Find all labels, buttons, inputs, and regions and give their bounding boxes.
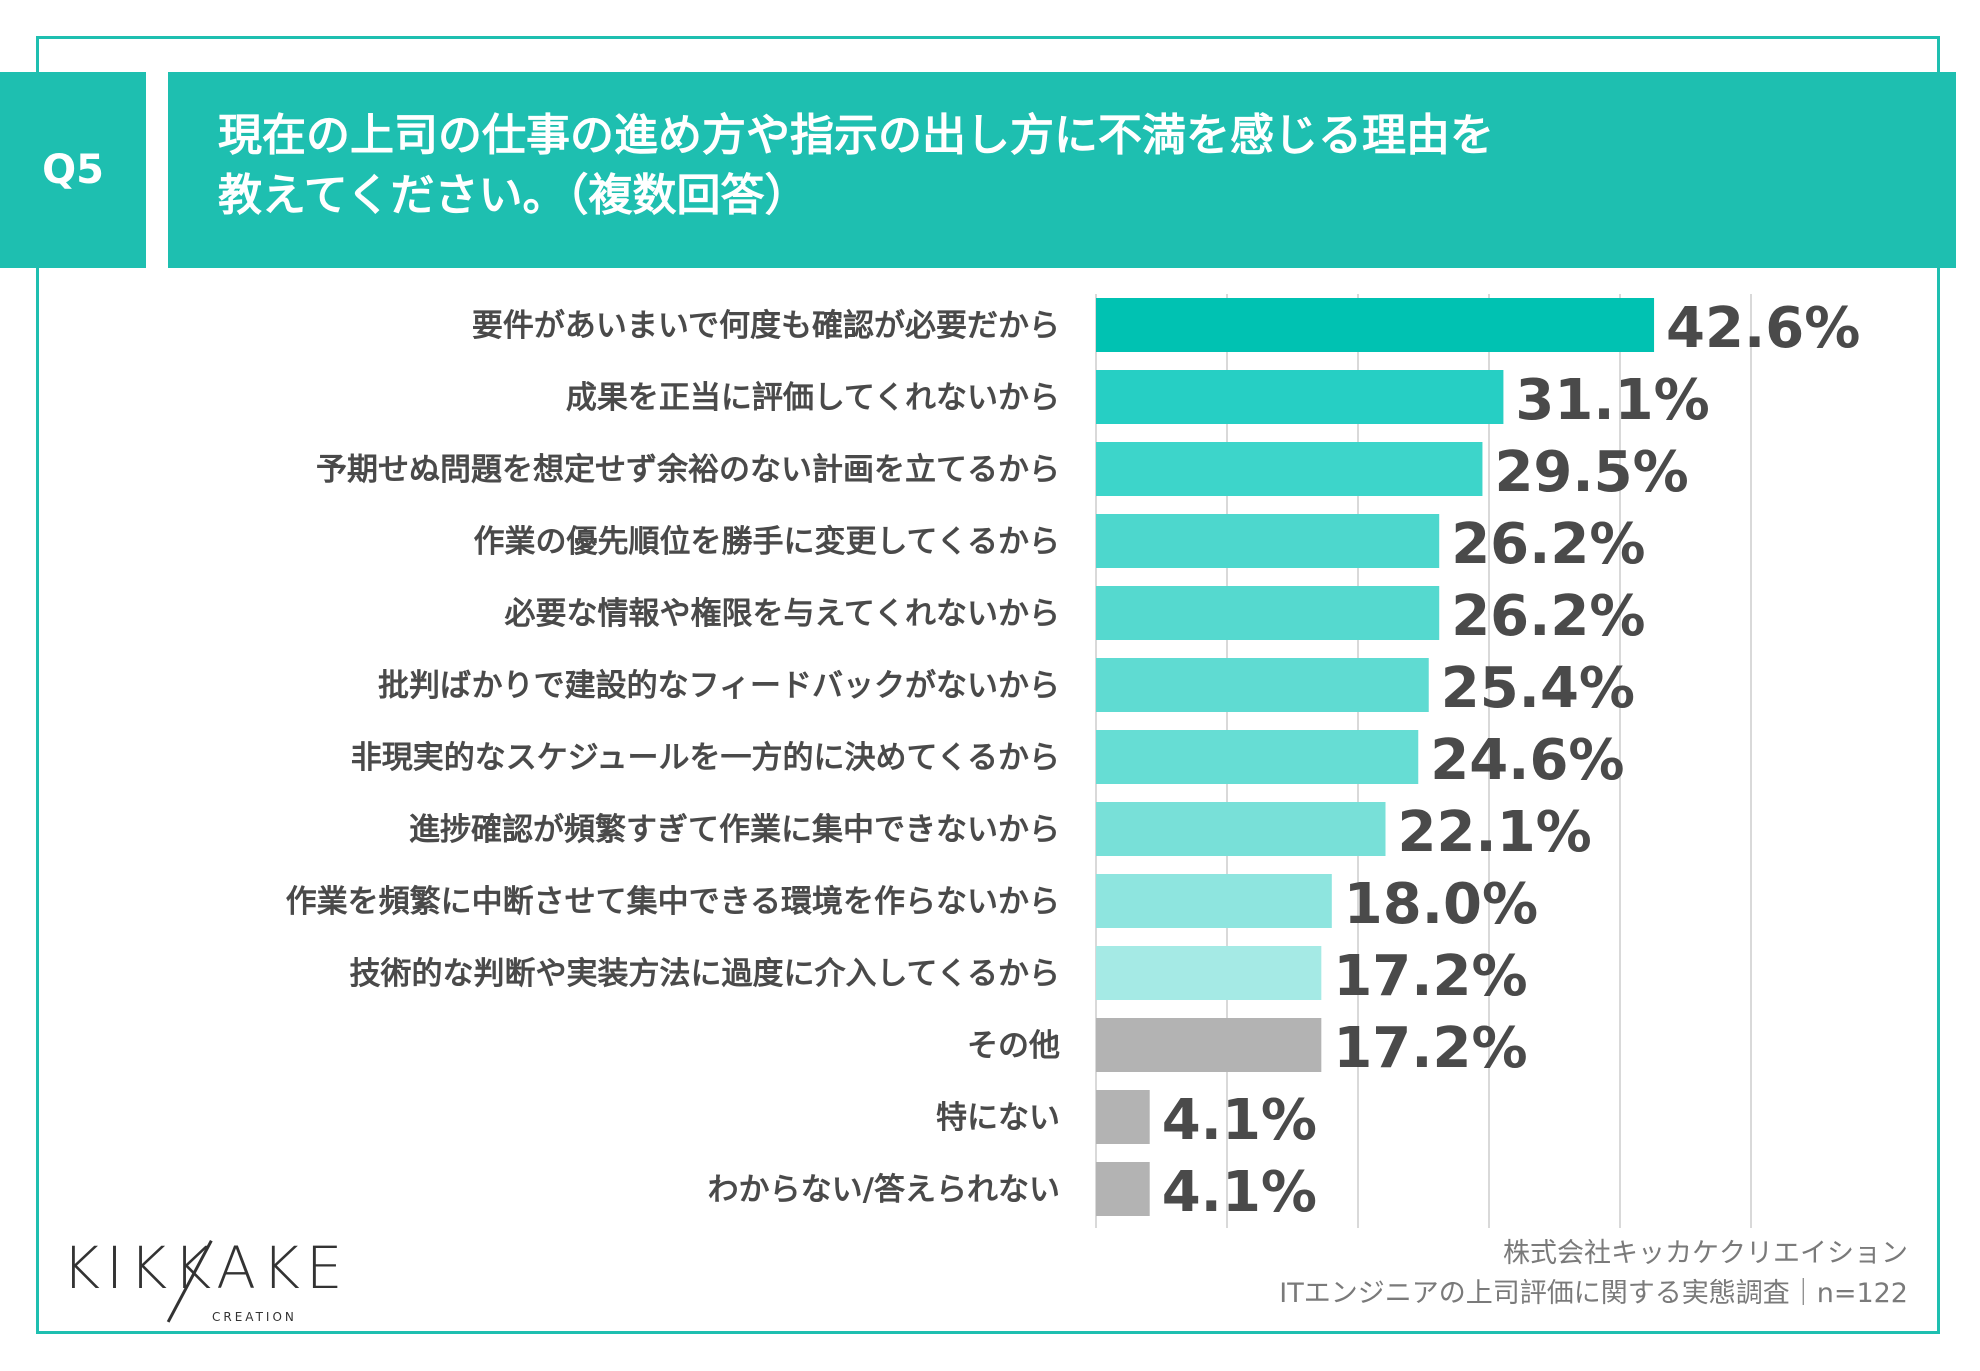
value-label-5: 26.2%	[1451, 584, 1645, 649]
category-label-12: 特にない	[936, 1100, 1060, 1136]
value-label-8: 22.1%	[1398, 800, 1592, 865]
bar-3	[1096, 442, 1483, 496]
category-label-4: 作業の優先順位を勝手に変更してくるから	[473, 524, 1060, 560]
category-label-8: 進捗確認が頻繁すぎて作業に集中できないから	[409, 812, 1060, 848]
bar-7	[1096, 730, 1419, 784]
logo-wordmark: KIKKAKE	[62, 1234, 349, 1302]
source-survey: ITエンジニアの上司評価に関する実態調査｜n=122	[1279, 1278, 1908, 1309]
value-label-4: 26.2%	[1451, 512, 1645, 577]
value-label-6: 25.4%	[1441, 656, 1635, 721]
category-label-7: 非現実的なスケジュールを一方的に決めてくるから	[351, 740, 1060, 776]
value-label-13: 4.1%	[1162, 1160, 1317, 1225]
category-label-13: わからない/答えられない	[708, 1172, 1060, 1208]
logo-subtitle: CREATION	[212, 1310, 297, 1324]
value-label-7: 24.6%	[1430, 728, 1624, 793]
question-title: 現在の上司の仕事の進め方や指示の出し方に不満を感じる理由を 教えてください。（複…	[168, 72, 1956, 268]
bar-5	[1096, 586, 1440, 640]
value-label-9: 18.0%	[1344, 872, 1538, 937]
category-label-5: 必要な情報や権限を与えてくれないから	[504, 596, 1060, 632]
value-label-11: 17.2%	[1333, 1016, 1527, 1081]
category-label-11: その他	[967, 1028, 1060, 1064]
question-title-line-2: 教えてください。（複数回答）	[218, 170, 809, 221]
value-label-10: 17.2%	[1333, 944, 1527, 1009]
outer-frame	[36, 36, 1940, 1334]
source-company: 株式会社キッカケクリエイション	[1503, 1238, 1908, 1269]
value-label-1: 42.6%	[1666, 296, 1860, 361]
bar-10	[1096, 946, 1322, 1000]
bar-13	[1096, 1162, 1150, 1216]
category-label-1: 要件があいまいで何度も確認が必要だから	[472, 308, 1060, 344]
bar-11	[1096, 1018, 1322, 1072]
question-title-line-1: 現在の上司の仕事の進め方や指示の出し方に不満を感じる理由を	[218, 110, 1494, 161]
bar-1	[1096, 298, 1655, 352]
bar-4	[1096, 514, 1440, 568]
bar-12	[1096, 1090, 1150, 1144]
bar-6	[1096, 658, 1429, 712]
category-label-6: 批判ばかりで建設的なフィードバックがないから	[378, 668, 1060, 704]
category-label-2: 成果を正当に評価してくれないから	[566, 380, 1060, 416]
value-label-3: 29.5%	[1494, 440, 1688, 505]
bar-2	[1096, 370, 1504, 424]
category-label-9: 作業を頻繁に中断させて集中できる環境を作らないから	[286, 884, 1060, 920]
category-label-10: 技術的な判断や実装方法に過度に介入してくるから	[349, 956, 1060, 992]
bar-8	[1096, 802, 1386, 856]
bar-9	[1096, 874, 1332, 928]
company-logo: KIKKAKE CREATION	[62, 1238, 402, 1328]
category-label-3: 予期せぬ問題を想定せず余裕のない計画を立てるから	[316, 452, 1060, 488]
value-label-2: 31.1%	[1515, 368, 1709, 433]
question-badge: Q5	[0, 72, 146, 268]
value-label-12: 4.1%	[1162, 1088, 1317, 1153]
source-note: 株式会社キッカケクリエイション ITエンジニアの上司評価に関する実態調査｜n=1…	[1279, 1234, 1908, 1314]
